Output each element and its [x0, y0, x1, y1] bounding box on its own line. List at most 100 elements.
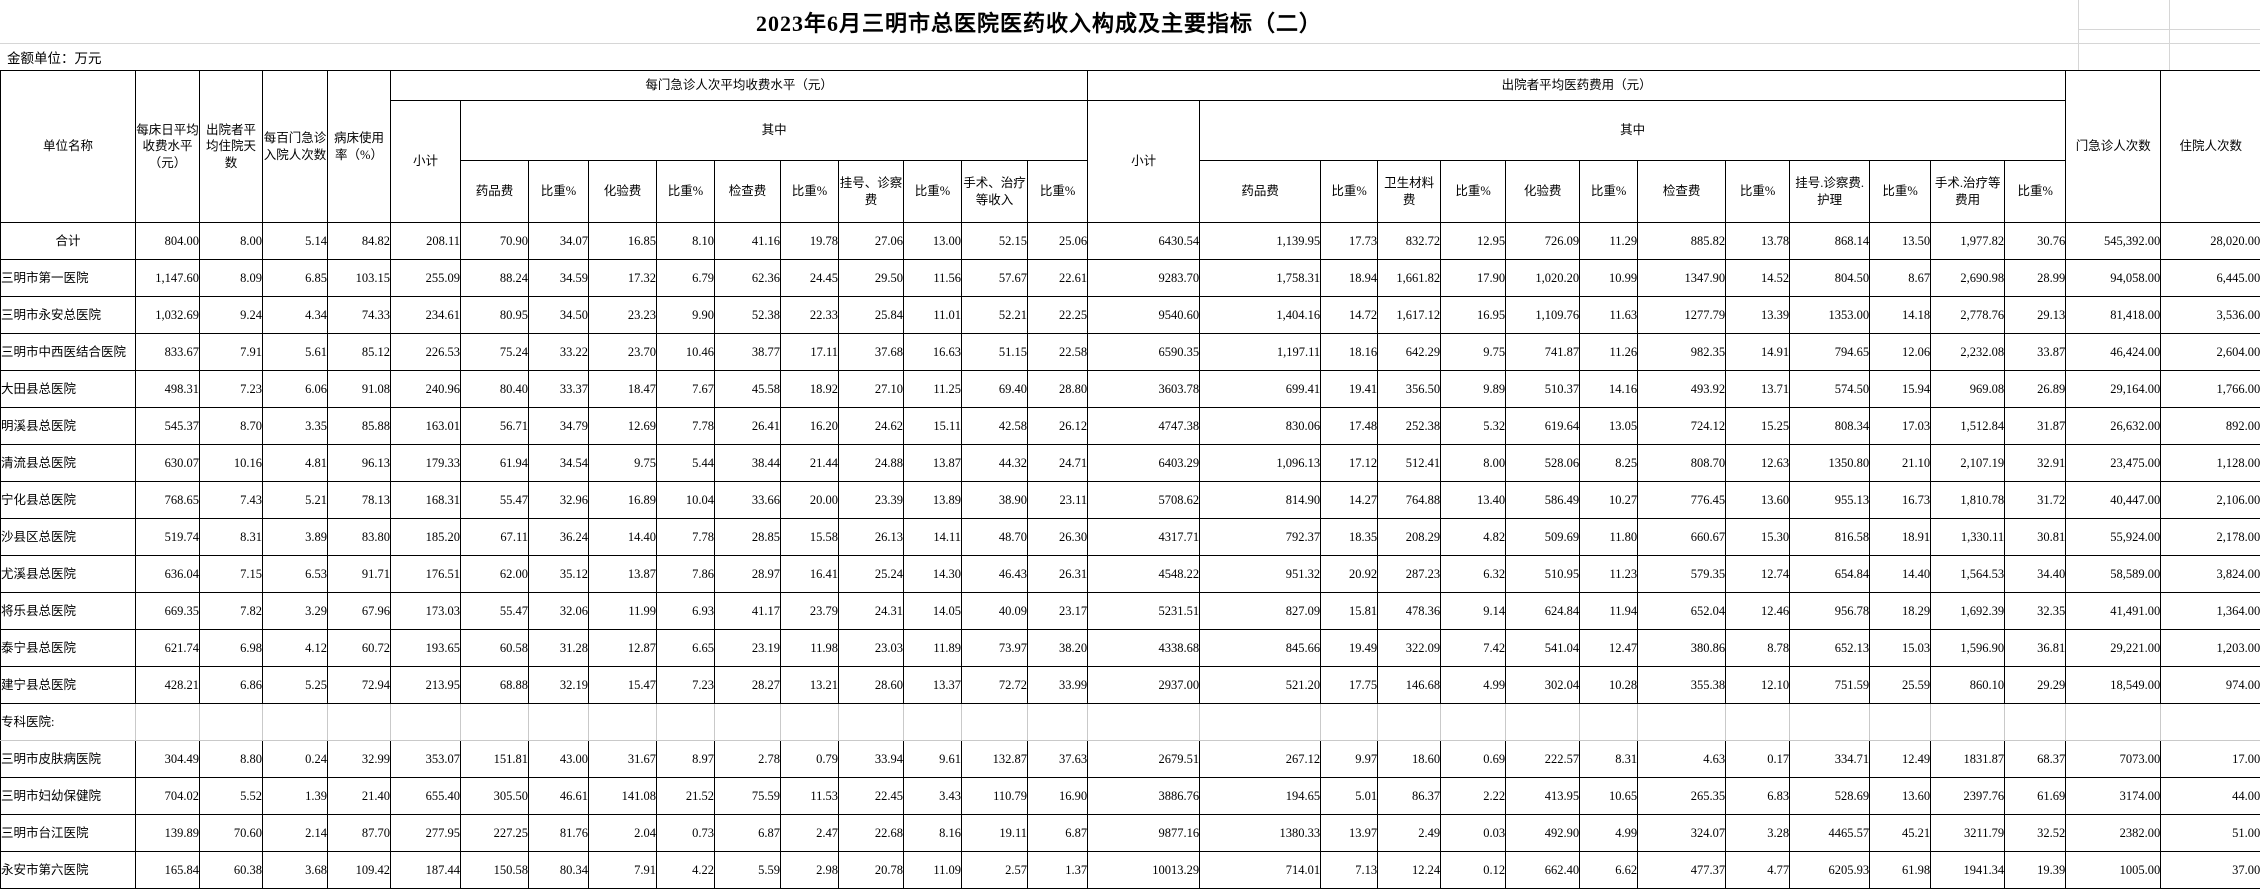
value-cell: 6.87	[1028, 815, 1088, 852]
value-cell: 84.82	[328, 223, 391, 260]
unit-name-cell: 泰宁县总医院	[1, 630, 136, 667]
value-cell: 91.71	[328, 556, 391, 593]
col-header-g1-surgery-income: 手术、治疗等收入	[962, 161, 1028, 223]
value-cell: 7.86	[657, 556, 715, 593]
value-cell: 860.10	[1931, 667, 2005, 704]
value-cell	[1321, 704, 1378, 741]
value-cell: 1350.80	[1790, 445, 1870, 482]
value-cell: 4.81	[263, 445, 328, 482]
value-cell: 478.36	[1378, 593, 1441, 630]
value-cell: 2382.00	[2066, 815, 2161, 852]
value-cell: 621.74	[136, 630, 200, 667]
value-cell: 33.94	[839, 741, 904, 778]
value-cell	[962, 704, 1028, 741]
value-cell	[781, 704, 839, 741]
value-cell: 636.04	[136, 556, 200, 593]
value-cell: 654.84	[1790, 556, 1870, 593]
col-header-outpatient-visits: 门急诊人次数	[2066, 71, 2161, 223]
value-cell: 11.63	[1580, 297, 1638, 334]
value-cell: 2.22	[1441, 778, 1506, 815]
value-cell: 35.12	[529, 556, 589, 593]
value-cell: 26.12	[1028, 408, 1088, 445]
value-cell: 287.23	[1378, 556, 1441, 593]
value-cell: 8.97	[657, 741, 715, 778]
value-cell: 5.01	[1321, 778, 1378, 815]
value-cell	[1870, 704, 1931, 741]
value-cell: 1941.34	[1931, 852, 2005, 889]
value-cell: 669.35	[136, 593, 200, 630]
value-cell: 85.88	[328, 408, 391, 445]
value-cell: 10.16	[200, 445, 263, 482]
value-cell: 31.72	[2005, 482, 2066, 519]
value-cell: 37.68	[839, 334, 904, 371]
value-cell: 794.65	[1790, 334, 1870, 371]
value-cell: 11.29	[1580, 223, 1638, 260]
value-cell: 208.11	[391, 223, 461, 260]
value-cell: 61.98	[1870, 852, 1931, 889]
value-cell: 4.34	[263, 297, 328, 334]
value-cell: 21.10	[1870, 445, 1931, 482]
value-cell: 29.29	[2005, 667, 2066, 704]
value-cell: 11.94	[1580, 593, 1638, 630]
value-cell: 19.39	[2005, 852, 2066, 889]
value-cell: 23.11	[1028, 482, 1088, 519]
value-cell: 498.31	[136, 371, 200, 408]
value-cell	[2066, 704, 2161, 741]
value-cell: 0.79	[781, 741, 839, 778]
value-cell: 5.61	[263, 334, 328, 371]
value-cell: 16.85	[589, 223, 657, 260]
value-cell: 808.34	[1790, 408, 1870, 445]
value-cell: 7.78	[657, 408, 715, 445]
value-cell: 477.37	[1638, 852, 1726, 889]
report-table: 单位名称 每床日平均收费水平（元） 出院者平均住院天数 每百门急诊入院人次数 病…	[0, 70, 2260, 889]
value-cell: 2,604.00	[2161, 334, 2260, 371]
value-cell	[1200, 704, 1321, 741]
value-cell: 58,589.00	[2066, 556, 2161, 593]
value-cell: 26,632.00	[2066, 408, 2161, 445]
value-cell: 43.00	[529, 741, 589, 778]
value-cell: 13.87	[589, 556, 657, 593]
value-cell: 11.25	[904, 371, 962, 408]
value-cell: 545.37	[136, 408, 200, 445]
value-cell: 9.75	[589, 445, 657, 482]
value-cell: 12.87	[589, 630, 657, 667]
value-cell: 3.29	[263, 593, 328, 630]
col-header-g1-drug-pct: 比重%	[529, 161, 589, 223]
value-cell: 21.44	[781, 445, 839, 482]
value-cell: 38.20	[1028, 630, 1088, 667]
value-cell: 20.78	[839, 852, 904, 889]
value-cell: 1,197.11	[1200, 334, 1321, 371]
value-cell: 31.28	[529, 630, 589, 667]
value-cell: 355.38	[1638, 667, 1726, 704]
value-cell: 146.68	[1378, 667, 1441, 704]
unit-name-cell: 三明市中西医结合医院	[1, 334, 136, 371]
value-cell: 60.58	[461, 630, 529, 667]
value-cell: 34.54	[529, 445, 589, 482]
value-cell: 70.90	[461, 223, 529, 260]
value-cell: 7.13	[1321, 852, 1378, 889]
spreadsheet-gridline	[2078, 0, 2079, 70]
value-cell: 724.12	[1638, 408, 1726, 445]
value-cell: 28.80	[1028, 371, 1088, 408]
value-cell: 14.27	[1321, 482, 1378, 519]
value-cell: 0.12	[1441, 852, 1506, 889]
value-cell: 2.14	[263, 815, 328, 852]
value-cell: 32.35	[2005, 593, 2066, 630]
value-cell: 6.87	[715, 815, 781, 852]
value-cell: 34.50	[529, 297, 589, 334]
value-cell: 10013.29	[1088, 852, 1200, 889]
value-cell: 0.03	[1441, 815, 1506, 852]
value-cell: 34.79	[529, 408, 589, 445]
value-cell: 7.78	[657, 519, 715, 556]
value-cell: 8.70	[200, 408, 263, 445]
value-cell: 41.17	[715, 593, 781, 630]
value-cell	[263, 704, 328, 741]
value-cell: 1,032.69	[136, 297, 200, 334]
value-cell: 83.80	[328, 519, 391, 556]
value-cell: 6.86	[200, 667, 263, 704]
value-cell: 9283.70	[1088, 260, 1200, 297]
value-cell: 13.21	[781, 667, 839, 704]
